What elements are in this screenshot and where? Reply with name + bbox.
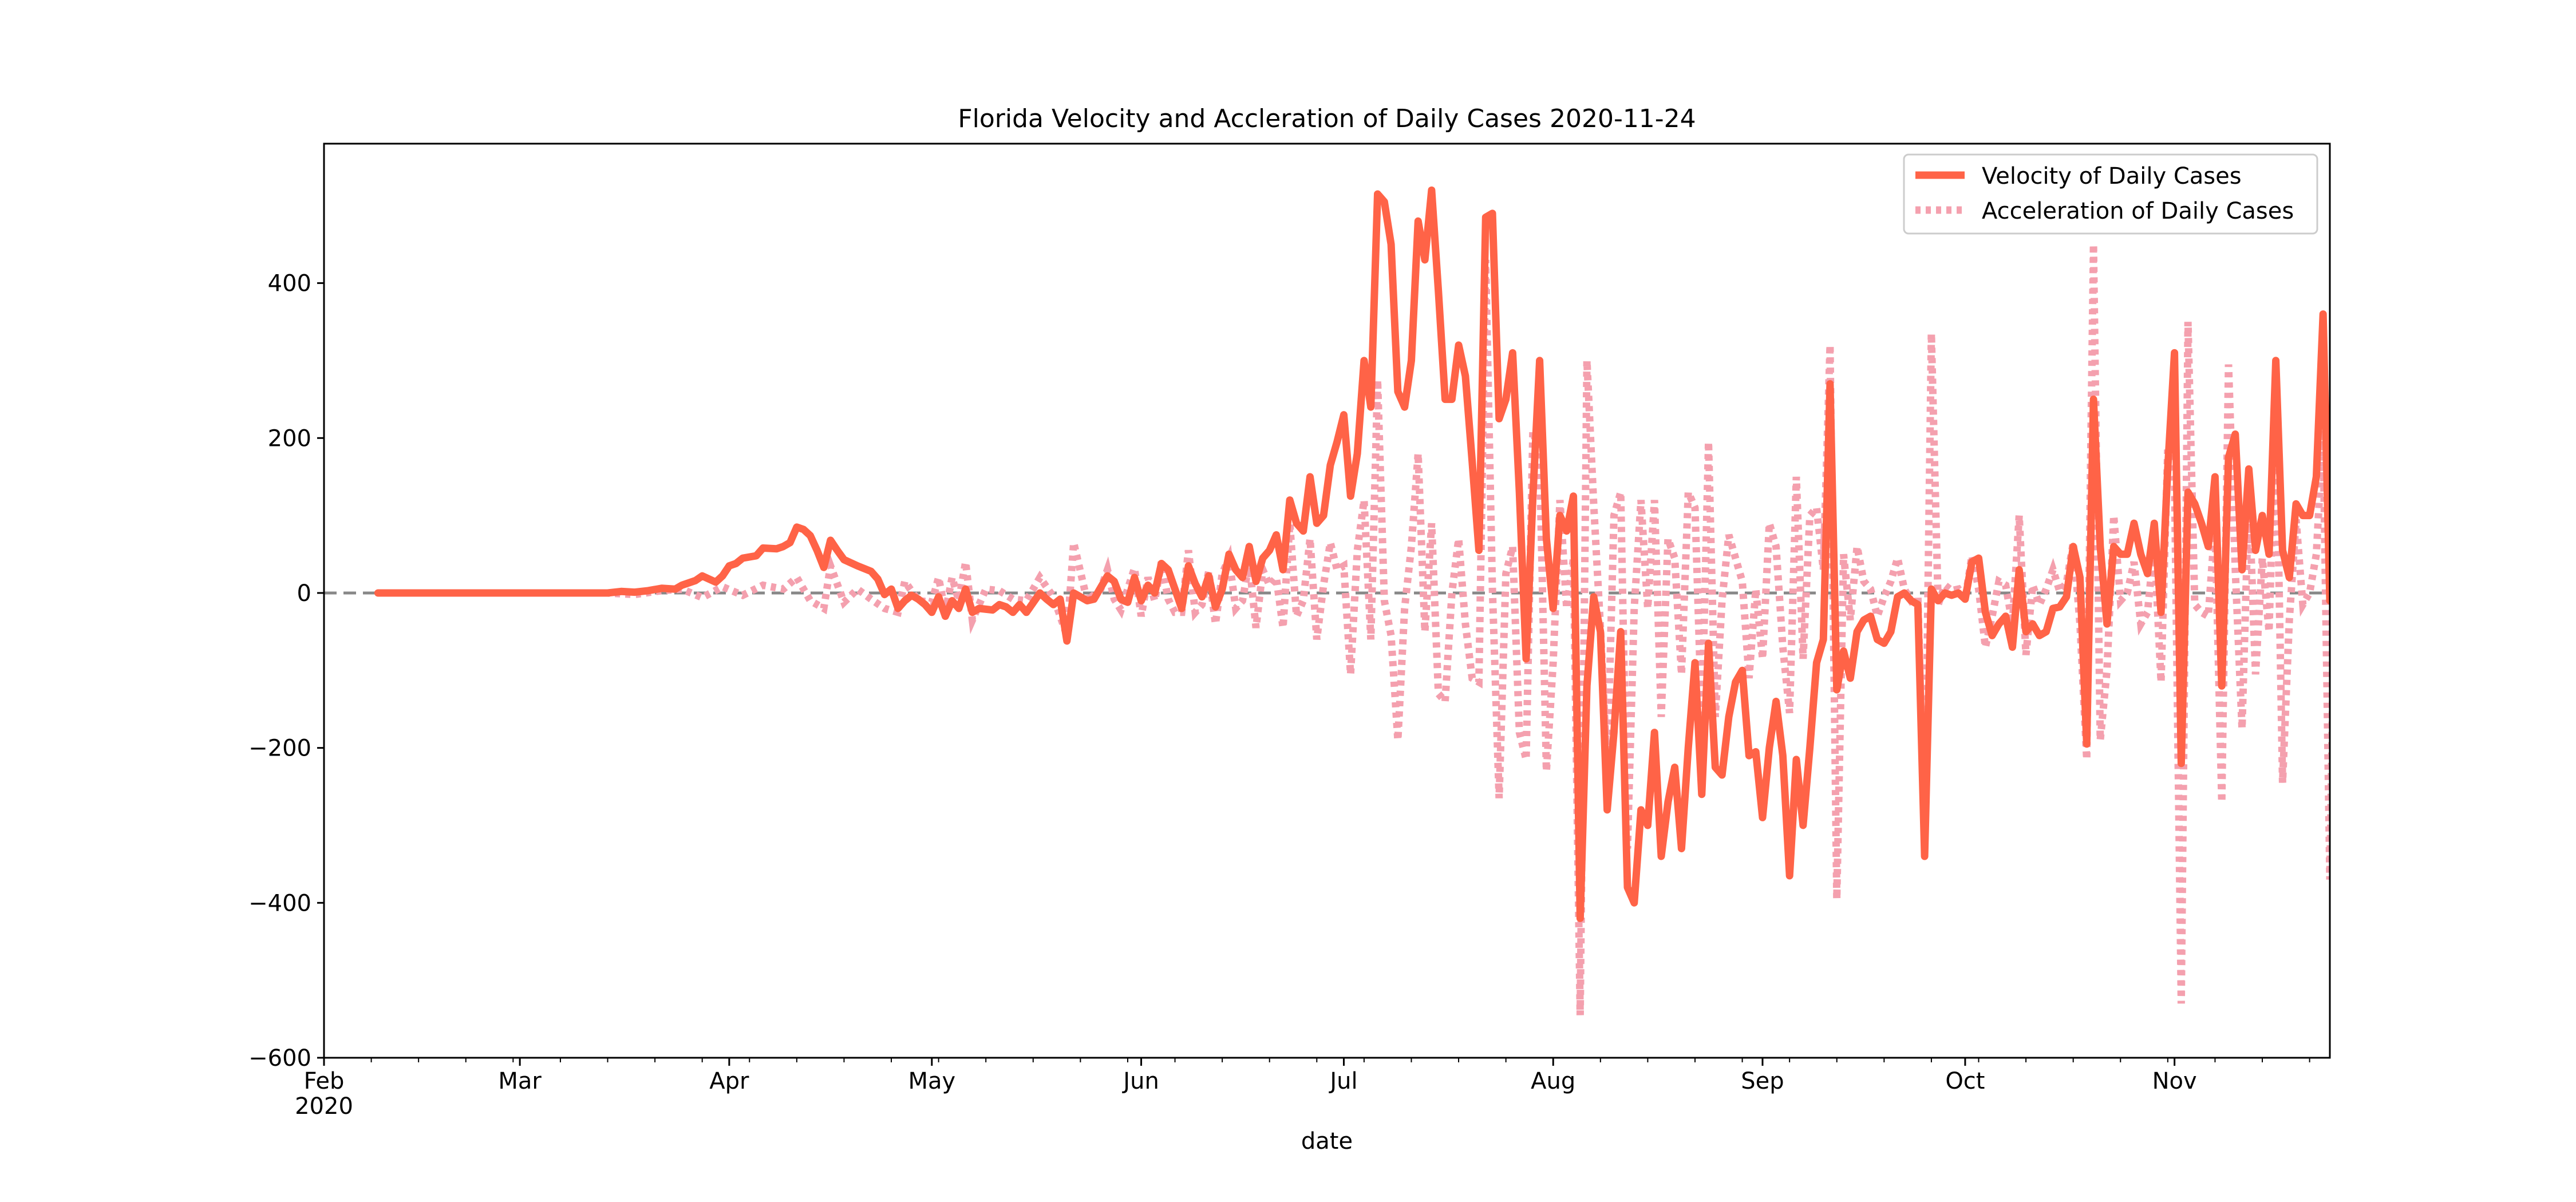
y-tick-label: 200 (268, 425, 311, 452)
x-tick-label: Oct (1945, 1068, 1985, 1094)
y-tick-label: −200 (248, 736, 311, 762)
x-tick-label: May (908, 1068, 955, 1094)
plot-area-frame (323, 143, 2331, 1059)
x-tick-label: Aug (1531, 1068, 1575, 1094)
chart-title: Florida Velocity and Accleration of Dail… (958, 104, 1696, 133)
x-tick-label: Apr (709, 1068, 749, 1094)
legend-label-acceleration: Acceleration of Daily Cases (1982, 198, 2294, 224)
legend-label-velocity: Velocity of Daily Cases (1982, 163, 2242, 189)
legend-box (1903, 153, 2318, 235)
x-tick-label: Mar (498, 1068, 542, 1094)
x-tick-label: Feb (304, 1068, 345, 1094)
x-tick-label: Jun (1121, 1068, 1159, 1094)
y-tick-label: −400 (248, 890, 311, 916)
x-tick-label: Jul (1328, 1068, 1357, 1094)
x-tick-label: Sep (1741, 1068, 1784, 1094)
y-tick-label: −600 (248, 1045, 311, 1071)
y-tick-label: 0 (297, 580, 311, 607)
legend: Velocity of Daily Cases Acceleration of … (1903, 153, 2318, 235)
x-axis-label: date (1301, 1128, 1353, 1154)
x-tick-label: Nov (2152, 1068, 2197, 1094)
x-tick-sublabel: 2020 (295, 1093, 353, 1120)
velocity-series-line (374, 186, 2330, 922)
y-axis: −600 −400 −200 0 200 400 (248, 271, 324, 1071)
y-tick-label: 400 (268, 271, 311, 297)
